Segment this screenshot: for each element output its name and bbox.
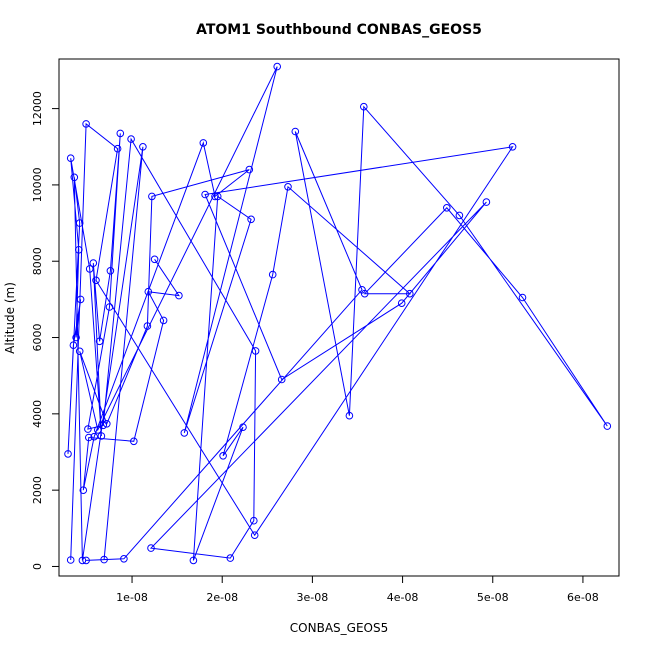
data-point <box>277 375 286 384</box>
data-point <box>175 291 183 300</box>
data-point <box>219 452 227 460</box>
data-point <box>106 267 115 275</box>
data-point <box>69 341 78 350</box>
series-group <box>64 62 612 565</box>
data-point <box>360 289 369 298</box>
data-point <box>82 120 90 128</box>
data-point <box>79 486 88 495</box>
data-point <box>130 437 138 446</box>
data-point <box>284 183 292 191</box>
data-point <box>199 139 208 147</box>
data-point <box>127 135 135 143</box>
y-tick-label: 8000 <box>31 247 44 275</box>
x-tick-label: 1e-08 <box>116 591 148 604</box>
data-point <box>239 423 247 432</box>
y-tick-label: 12000 <box>31 91 44 126</box>
data-point <box>247 215 255 224</box>
data-point <box>201 190 209 199</box>
data-point <box>148 192 156 201</box>
data-point <box>226 554 235 562</box>
data-point <box>250 516 258 525</box>
data-point <box>245 165 254 174</box>
data-point <box>273 62 282 71</box>
data-point <box>147 544 155 552</box>
series-line <box>67 66 608 561</box>
data-point <box>291 127 300 136</box>
data-point <box>603 422 612 430</box>
y-tick-label: 0 <box>31 563 44 570</box>
data-point <box>406 289 414 298</box>
data-point <box>116 129 125 138</box>
data-point <box>75 347 84 356</box>
data-point <box>66 154 75 162</box>
data-point <box>144 287 153 296</box>
data-point <box>268 270 277 279</box>
data-point <box>139 143 147 151</box>
data-point <box>251 347 260 355</box>
data-point <box>360 102 368 111</box>
y-tick-label: 4000 <box>31 400 44 428</box>
data-point <box>90 432 98 441</box>
data-point <box>64 450 72 458</box>
data-point <box>84 425 92 433</box>
y-axis: 0 2000 4000 6000 8000 10000 12000 <box>31 91 60 570</box>
data-point <box>250 531 259 540</box>
data-point <box>358 286 366 294</box>
y-tick-label: 10000 <box>31 167 44 202</box>
data-point <box>105 303 114 311</box>
data-point <box>99 421 107 430</box>
data-point <box>97 432 106 440</box>
y-tick-label: 6000 <box>31 324 44 352</box>
data-point <box>78 556 87 565</box>
data-point <box>100 555 108 564</box>
x-tick-label: 6e-08 <box>567 591 599 604</box>
data-point <box>508 143 517 151</box>
data-point <box>66 556 75 564</box>
data-point <box>75 246 83 254</box>
x-axis-label: CONBAS_GEOS5 <box>290 621 388 635</box>
data-point <box>75 219 84 227</box>
chart-title: ATOM1 Southbound CONBAS_GEOS5 <box>196 22 482 38</box>
data-point <box>518 293 527 302</box>
x-tick-label: 2e-08 <box>206 591 238 604</box>
data-point <box>443 204 451 212</box>
data-point <box>92 276 100 285</box>
data-point <box>150 255 159 264</box>
y-tick-label: 2000 <box>31 476 44 504</box>
data-point <box>72 333 80 342</box>
data-point <box>397 299 406 308</box>
x-tick-label: 5e-08 <box>477 591 509 604</box>
x-tick-label: 3e-08 <box>297 591 329 604</box>
data-point <box>113 144 122 153</box>
data-point <box>82 556 90 565</box>
data-point <box>76 295 85 304</box>
plot-frame <box>58 58 620 577</box>
data-point <box>180 429 189 437</box>
data-point <box>159 316 168 325</box>
data-point <box>189 556 198 565</box>
data-point <box>89 259 98 267</box>
x-axis: 1e-08 2e-08 3e-08 4e-08 5e-08 6e-08 <box>116 575 599 604</box>
data-point <box>143 322 152 330</box>
data-point <box>103 420 111 428</box>
data-point <box>94 426 102 434</box>
x-tick-label: 4e-08 <box>387 591 419 604</box>
data-point <box>482 198 491 206</box>
data-point <box>345 411 354 420</box>
y-axis-label: Altitude (m) <box>3 282 17 354</box>
data-point <box>211 192 219 201</box>
data-point <box>85 265 94 273</box>
data-point <box>85 433 93 442</box>
data-point <box>120 555 128 563</box>
data-point <box>70 173 79 182</box>
data-point <box>95 337 104 346</box>
data-point <box>455 211 464 220</box>
data-point <box>213 192 222 201</box>
